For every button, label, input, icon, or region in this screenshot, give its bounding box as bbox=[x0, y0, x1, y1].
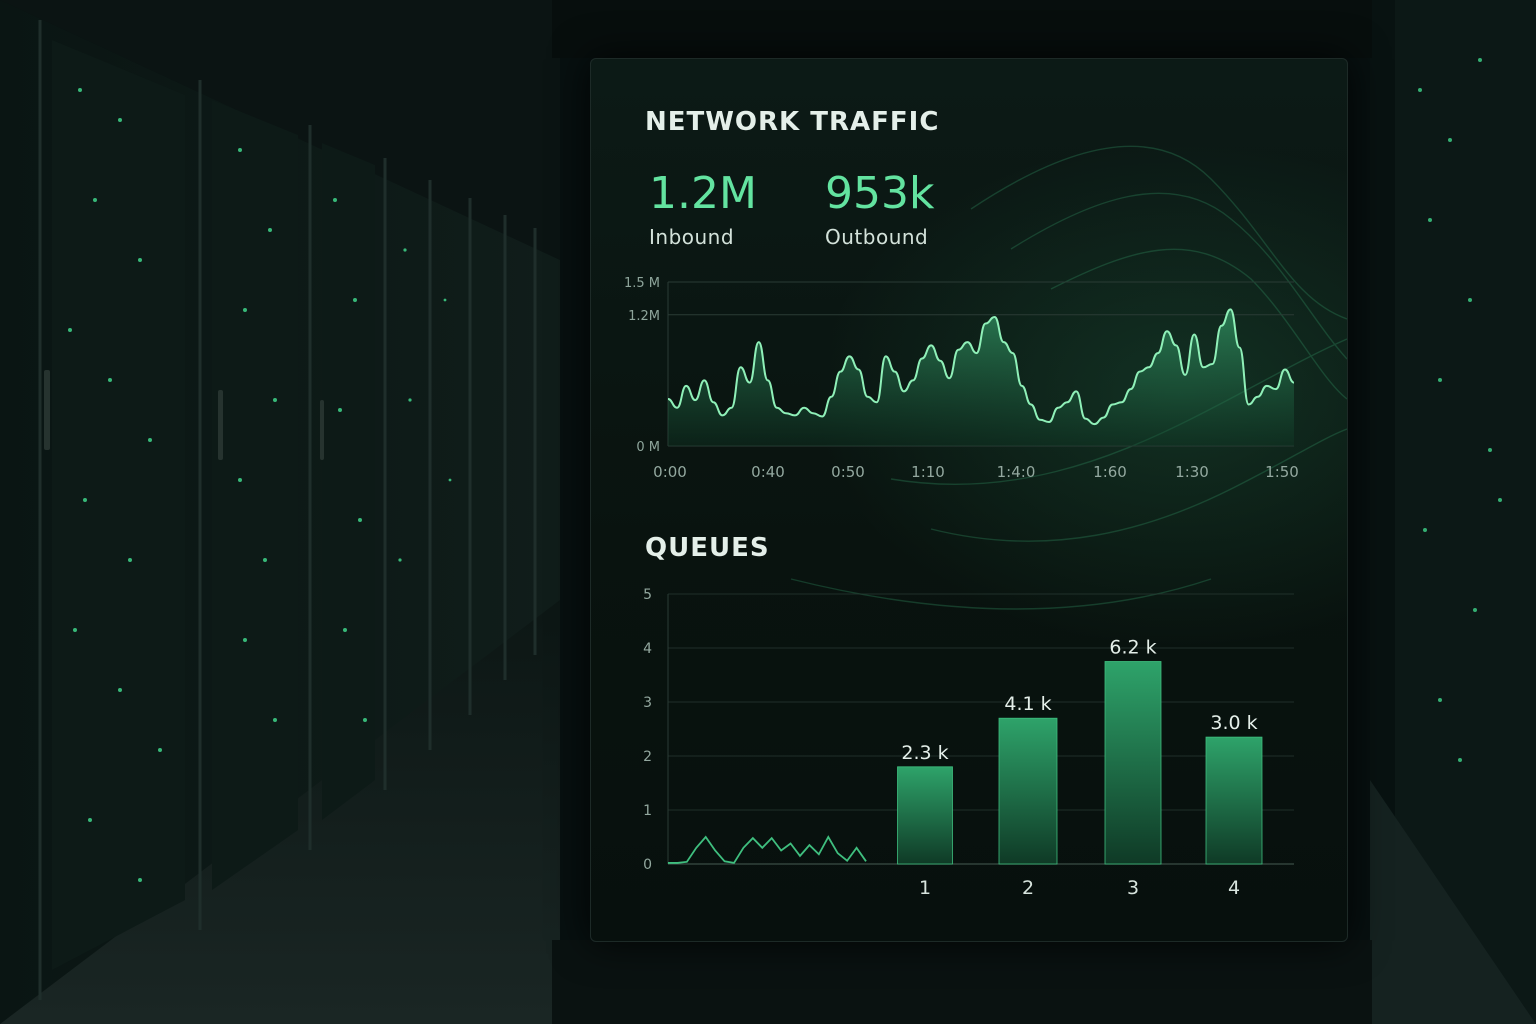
y-tick-label: 4 bbox=[643, 641, 652, 657]
outbound-label: Outbound bbox=[825, 225, 929, 249]
x-tick-label: 0:40 bbox=[751, 463, 785, 481]
y-tick-label: 2 bbox=[643, 749, 652, 765]
y-tick-label: 3 bbox=[643, 695, 652, 711]
x-tick-label: 0:00 bbox=[653, 463, 687, 481]
outbound-stat: 953k Outbound bbox=[825, 168, 935, 250]
queues-bar-chart: 0 1 2 3 4 5 2.3 k 1 4.1 k 2 6.2 k 3 3.0 k 4 bbox=[643, 587, 1294, 899]
traffic-area bbox=[668, 309, 1294, 446]
queue-bar-4 bbox=[1205, 736, 1263, 865]
queue-bar-3 bbox=[1104, 661, 1162, 865]
queue-bar-label-1: 2.3 k bbox=[901, 742, 948, 764]
x-tick-label: 4 bbox=[1228, 877, 1240, 899]
y-tick-label: 0 bbox=[643, 857, 652, 873]
x-tick-label: 1:60 bbox=[1093, 463, 1127, 481]
queue-bar-label-3: 6.2 k bbox=[1109, 637, 1156, 659]
y-tick-label: 5 bbox=[643, 587, 652, 603]
x-tick-label: 3 bbox=[1127, 877, 1139, 899]
x-tick-label: 1:4:0 bbox=[997, 463, 1036, 481]
y-tick-label: 0 M bbox=[636, 440, 660, 455]
inbound-label: Inbound bbox=[649, 225, 735, 249]
y-tick-label: 1.5 M bbox=[624, 276, 660, 291]
inbound-value: 1.2M bbox=[649, 168, 757, 219]
outbound-value: 953k bbox=[825, 168, 935, 219]
traffic-line bbox=[667, 308, 1295, 426]
x-tick-label: 2 bbox=[1022, 877, 1034, 899]
y-tick-label: 1 bbox=[643, 803, 652, 819]
x-tick-label: 1:30 bbox=[1175, 463, 1209, 481]
x-tick-label: 1 bbox=[919, 877, 931, 899]
queue-bar-1 bbox=[897, 766, 953, 865]
queue-bar-label-4: 3.0 k bbox=[1210, 712, 1257, 734]
queues-title: QUEUES bbox=[645, 533, 770, 563]
queue-sparkline bbox=[668, 835, 867, 864]
x-tick-label: 1:10 bbox=[911, 463, 945, 481]
queue-bar-2 bbox=[998, 717, 1058, 865]
x-tick-label: 0:50 bbox=[831, 463, 865, 481]
dashboard-panel: NETWORK TRAFFIC 1.2M Inbound 953k Outbou… bbox=[590, 58, 1348, 942]
network-traffic-chart: 0 M 1.2M 1.5 M 0:00 0:40 0:50 1:10 1:4:0 1:60 1:3… bbox=[624, 276, 1299, 481]
network-traffic-title: NETWORK TRAFFIC bbox=[645, 107, 940, 137]
x-tick-label: 1:50 bbox=[1265, 463, 1299, 481]
queue-bar-label-2: 4.1 k bbox=[1004, 693, 1051, 715]
inbound-stat: 1.2M Inbound bbox=[649, 168, 757, 250]
y-tick-label: 1.2M bbox=[628, 309, 660, 324]
